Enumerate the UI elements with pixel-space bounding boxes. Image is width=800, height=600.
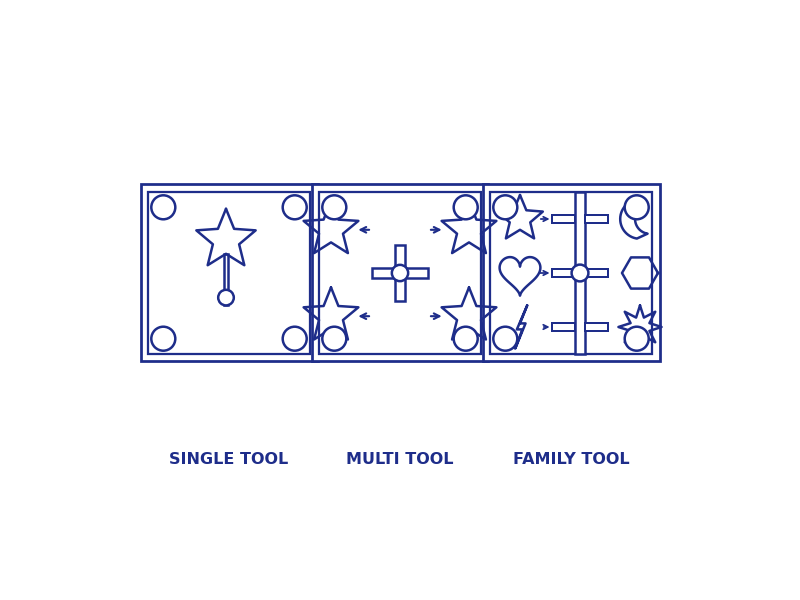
Circle shape [218, 290, 234, 305]
Circle shape [625, 195, 649, 219]
Bar [372, 268, 428, 278]
Bar [575, 192, 585, 354]
Bar [311, 184, 489, 361]
Bar [585, 323, 608, 331]
Bar [395, 245, 405, 301]
Circle shape [625, 326, 649, 350]
Bar [318, 191, 482, 354]
Bar [148, 191, 310, 354]
Circle shape [571, 265, 588, 281]
Circle shape [494, 326, 518, 350]
Circle shape [454, 326, 478, 350]
Bar [552, 269, 575, 277]
Bar [552, 323, 575, 331]
Circle shape [282, 195, 306, 219]
Bar [224, 254, 229, 305]
Circle shape [322, 195, 346, 219]
Circle shape [322, 326, 346, 350]
Bar [490, 191, 652, 354]
Text: SINGLE TOOL: SINGLE TOOL [170, 451, 289, 467]
Circle shape [454, 195, 478, 219]
Circle shape [494, 195, 518, 219]
Bar [482, 184, 659, 361]
Circle shape [392, 265, 408, 281]
Bar [585, 269, 608, 277]
Bar [585, 215, 608, 223]
Text: FAMILY TOOL: FAMILY TOOL [513, 451, 630, 467]
Circle shape [151, 326, 175, 350]
Text: MULTI TOOL: MULTI TOOL [346, 451, 454, 467]
Bar [552, 215, 575, 223]
Bar [141, 184, 318, 361]
Circle shape [282, 326, 306, 350]
Circle shape [151, 195, 175, 219]
